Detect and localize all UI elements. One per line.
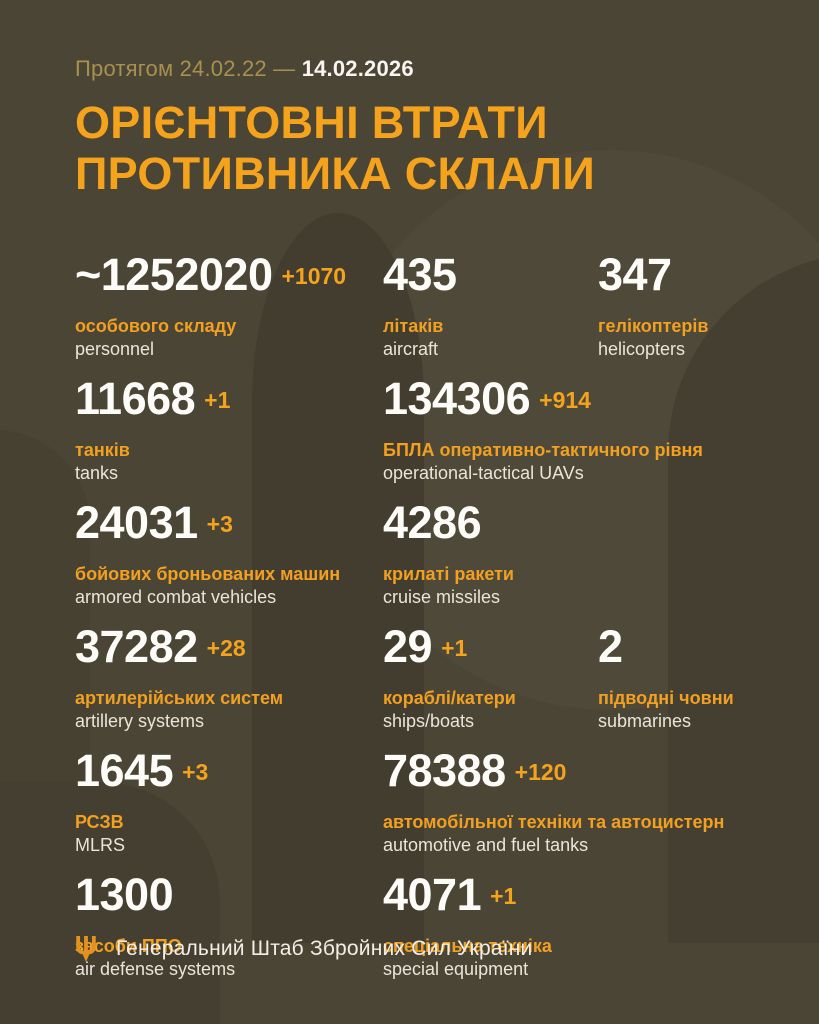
stat-ships-boats: 29 +1 кораблі/катери ships/boats [383,620,598,733]
stat-label-uk: особового складу [75,315,237,336]
stat-label-uk: РСЗВ [75,811,124,832]
stat-label-en: submarines [598,710,692,731]
period-dash: — [273,56,296,81]
stat-delta: +120 [514,758,567,785]
stat-air-defense: 1300 засоби ППО air defense systems [75,868,383,981]
stat-label-uk: спеціальна техніка [383,935,552,956]
stat-label-uk: артилерійських систем [75,687,284,708]
stat-value: 1300 [75,868,174,920]
stat-armored-combat-vehicles: 24031 +3 бойових броньованих машин armore… [75,496,383,609]
stat-label-uk: засоби ППО [75,935,182,956]
stat-value: 1645 [75,744,174,796]
stat-label-en: tanks [75,462,119,483]
background-trident-right-prong [668,253,819,943]
footer-organization: Генеральний Штаб Збройних Сил України [116,937,533,960]
stat-value: 347 [598,248,672,300]
stat-label-en: ships/boats [383,710,475,731]
stat-label-uk: бойових броньованих машин [75,563,341,584]
stat-label-en: aircraft [383,338,439,359]
page-title: ОРІЄНТОВНІ ВТРАТИ ПРОТИВНИКА СКЛАЛИ [75,97,779,200]
stat-delta: +1070 [281,262,347,289]
stat-uavs: 134306 +914 БПЛА оперативно-тактичного рі… [383,372,779,485]
stat-value: 4286 [383,496,482,548]
stat-label-uk: танків [75,439,130,460]
stat-label-en: armored combat vehicles [75,586,277,607]
period-start-date: 24.02.22 [179,56,267,81]
stat-label-en: artillery systems [75,710,205,731]
stat-label-en: personnel [75,338,155,359]
stat-delta: +3 [182,758,209,785]
stat-label-en: air defense systems [75,958,236,979]
stat-label-en: MLRS [75,834,126,855]
stat-value: 29 [383,620,433,672]
stat-delta: +1 [490,882,517,909]
stat-label-en: automotive and fuel tanks [383,834,589,855]
tryzub-icon [76,936,96,962]
stat-value: 11668 [75,372,196,424]
background-bottom-left-shape [0,782,220,1024]
background-trident-center-prong [252,213,424,943]
stat-label-uk: кораблі/катери [383,687,516,708]
stat-delta: +1 [441,634,468,661]
stat-value: 4071 [383,868,482,920]
title-line-2: ПРОТИВНИКА СКЛАЛИ [75,147,596,199]
period-end-date: 14.02.2026 [301,56,414,81]
stat-value: ~1252020 [75,248,273,300]
stat-artillery-systems: 37282 +28 артилерійських систем artillery… [75,620,383,733]
stat-cruise-missiles: 4286 крилаті ракети cruise missiles [383,496,779,609]
stat-label-uk: автомобільної техніки та автоцистерн [383,811,725,832]
stat-value: 435 [383,248,457,300]
footer: Генеральний Штаб Збройних Сил України [75,936,533,962]
stat-delta: +914 [539,386,591,413]
stat-tanks: 11668 +1 танків tanks [75,372,383,485]
stats-grid: ~1252020 +1070 особового складу personnel… [75,248,779,981]
stat-label-uk: літаків [383,315,444,336]
stat-submarines: 2 підводні човни submarines [598,620,779,733]
stat-delta: +28 [206,634,246,661]
stat-label-en: operational-tactical UAVs [383,462,584,483]
stat-delta: +1 [204,386,231,413]
stat-value: 78388 [383,744,506,796]
stat-automotive: 78388 +120 автомобільної техніки та автоц… [383,744,779,857]
stat-value: 24031 [75,496,198,548]
stat-value: 2 [598,620,623,672]
stat-label-uk: крилаті ракети [383,563,515,584]
stat-label-uk: БПЛА оперативно-тактичного рівня [383,439,703,460]
stat-value: 37282 [75,620,198,672]
stat-delta: +3 [206,510,233,537]
stat-value: 134306 [383,372,531,424]
stat-personnel: ~1252020 +1070 особового складу personnel [75,248,383,361]
stat-mlrs: 1645 +3 РСЗВ MLRS [75,744,383,857]
stat-aircraft: 435 літаків aircraft [383,248,598,361]
period-prefix: Протягом [75,56,174,81]
title-line-1: ОРІЄНТОВНІ ВТРАТИ [75,97,548,148]
stat-label-en: helicopters [598,338,686,359]
stat-label-en: special equipment [383,958,529,979]
stat-label-en: cruise missiles [383,586,501,607]
stat-label-uk: підводні човни [598,687,734,708]
stat-label-uk: гелікоптерів [598,315,709,336]
stat-special-equipment: 4071 +1 спеціальна техніка special equipm… [383,868,779,981]
stat-helicopters: 347 гелікоптерів helicopters [598,248,779,361]
report-period: Протягом 24.02.22 — 14.02.2026 [75,56,779,82]
